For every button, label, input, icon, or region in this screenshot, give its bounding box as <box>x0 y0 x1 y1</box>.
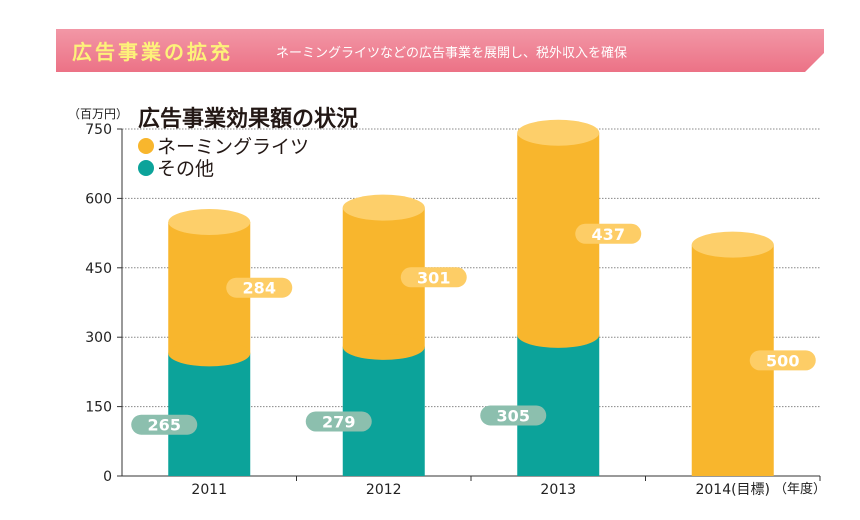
y-tick-label: 300 <box>85 330 112 346</box>
y-tick-label: 150 <box>85 400 112 416</box>
data-label-other: 305 <box>497 406 530 425</box>
data-label-naming-rights: 437 <box>592 225 625 244</box>
data-label-other-bg <box>480 405 547 426</box>
section-banner <box>56 29 824 72</box>
x-axis-label: （年度） <box>774 481 826 497</box>
bar-top <box>342 194 425 221</box>
x-tick-label: 2014(目標) <box>695 482 770 498</box>
data-label-naming-rights-bg <box>226 277 293 298</box>
data-label-other-bg <box>131 414 198 435</box>
x-tick-label: 2013 <box>540 482 576 498</box>
y-axis-label: （百万円） <box>68 107 128 121</box>
bar-top <box>168 208 251 235</box>
banner-title: 広告事業の拡充 <box>72 40 233 64</box>
data-label-naming-rights-bg <box>400 267 467 288</box>
x-tick-label: 2011 <box>191 482 227 498</box>
legend-swatch <box>138 160 154 176</box>
y-tick-label: 600 <box>85 191 112 207</box>
bar-segment-edge <box>168 340 251 367</box>
y-tick-label: 0 <box>103 469 112 485</box>
data-label-naming-rights: 301 <box>417 268 450 287</box>
legend-label: ネーミングライツ <box>157 136 309 158</box>
data-label-other: 265 <box>148 416 181 435</box>
data-label-other: 279 <box>322 412 355 431</box>
y-tick-label: 450 <box>85 261 112 277</box>
legend-label: その他 <box>157 158 214 180</box>
x-tick-label: 2012 <box>366 482 402 498</box>
chart-title: 広告事業効果額の状況 <box>138 106 358 132</box>
data-label-other-bg <box>305 411 372 432</box>
bar-segment-edge <box>517 321 600 348</box>
bar-top <box>517 119 600 146</box>
banner-subtitle: ネーミングライツなどの広告事業を展開し、税外収入を確保 <box>276 46 628 61</box>
y-tick-label: 750 <box>85 122 112 138</box>
bar-top <box>691 231 774 258</box>
bar-segment-edge <box>342 333 425 360</box>
data-label-naming-rights-bg <box>749 350 816 371</box>
data-label-naming-rights: 500 <box>766 351 799 370</box>
data-label-naming-rights-bg <box>575 223 642 244</box>
legend-swatch <box>138 138 154 154</box>
data-label-naming-rights: 284 <box>243 279 276 298</box>
